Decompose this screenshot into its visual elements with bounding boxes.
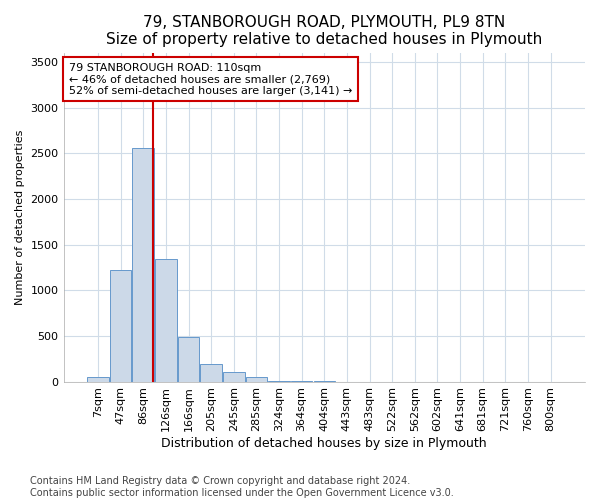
Bar xyxy=(87,377,109,382)
Bar xyxy=(245,378,267,382)
Text: Contains HM Land Registry data © Crown copyright and database right 2024.
Contai: Contains HM Land Registry data © Crown c… xyxy=(30,476,454,498)
Bar xyxy=(200,364,222,382)
Text: 79 STANBOROUGH ROAD: 110sqm
← 46% of detached houses are smaller (2,769)
52% of : 79 STANBOROUGH ROAD: 110sqm ← 46% of det… xyxy=(69,62,352,96)
Bar xyxy=(133,148,154,382)
Title: 79, STANBOROUGH ROAD, PLYMOUTH, PL9 8TN
Size of property relative to detached ho: 79, STANBOROUGH ROAD, PLYMOUTH, PL9 8TN … xyxy=(106,15,542,48)
Bar xyxy=(268,380,290,382)
Bar xyxy=(223,372,245,382)
Bar xyxy=(178,337,199,382)
Y-axis label: Number of detached properties: Number of detached properties xyxy=(15,130,25,305)
Bar xyxy=(110,270,131,382)
X-axis label: Distribution of detached houses by size in Plymouth: Distribution of detached houses by size … xyxy=(161,437,487,450)
Bar xyxy=(155,259,176,382)
